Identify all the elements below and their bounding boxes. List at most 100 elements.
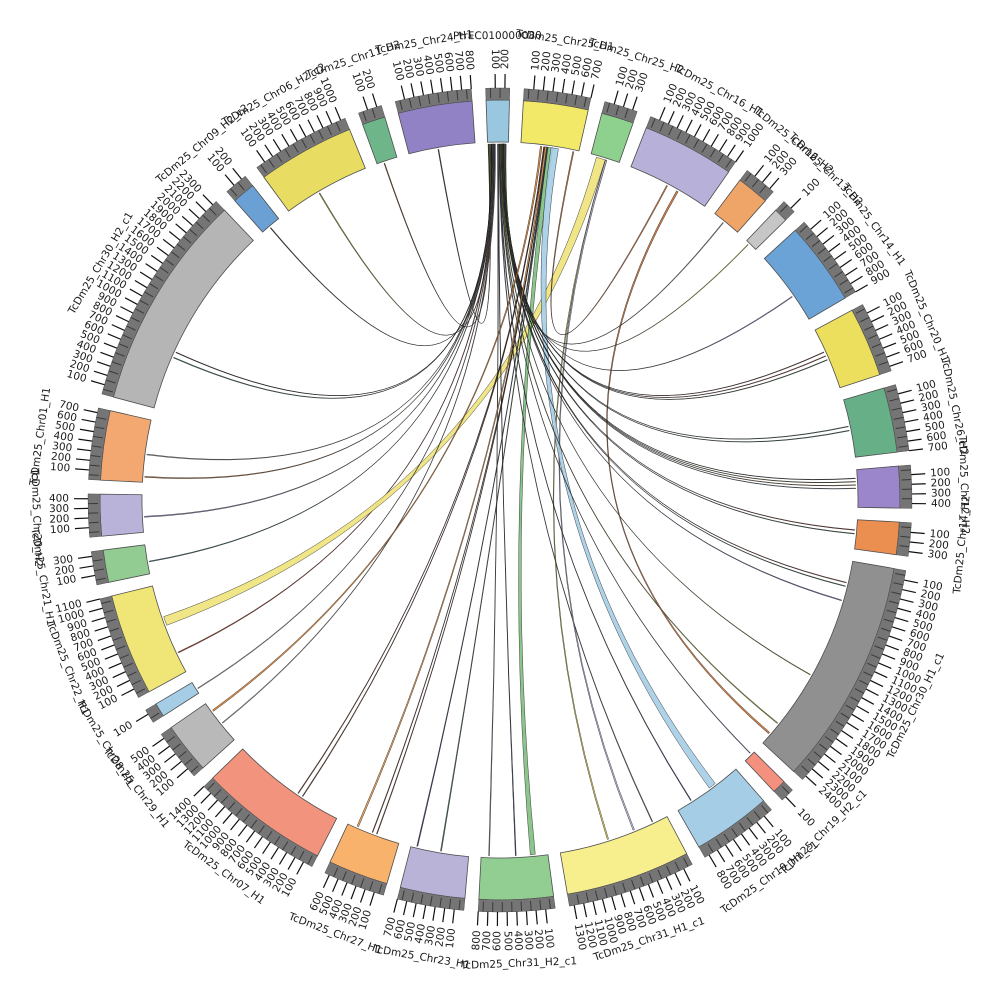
tick-label: 700 xyxy=(452,50,466,71)
tick-label: 100 xyxy=(800,176,823,199)
major-tick xyxy=(135,713,149,723)
tick-band-TcDm25_Chr07_H1 xyxy=(203,777,318,867)
minor-tick xyxy=(631,879,636,890)
major-tick xyxy=(270,847,279,860)
minor-tick xyxy=(840,712,850,719)
minor-tick xyxy=(537,89,540,100)
major-tick xyxy=(402,901,408,916)
ribbon-TcDm25_Chr30_H1_c1 xyxy=(606,190,771,734)
tick-label: 200 xyxy=(49,513,70,526)
tick-label: 500 xyxy=(569,55,584,77)
major-tick xyxy=(298,124,307,137)
minor-tick xyxy=(276,153,283,163)
tick-label: 100 xyxy=(112,719,135,740)
minor-tick xyxy=(576,894,580,905)
minor-tick xyxy=(206,782,215,791)
tick-label: 300 xyxy=(549,52,563,73)
major-tick xyxy=(96,361,111,367)
major-tick xyxy=(535,910,538,925)
tick-label: 200 xyxy=(623,68,640,91)
minor-tick xyxy=(184,758,193,766)
minor-tick xyxy=(112,636,123,641)
major-tick xyxy=(237,824,248,837)
minor-tick xyxy=(130,316,140,323)
tick-label: 300 xyxy=(927,548,948,562)
major-tick xyxy=(334,106,342,121)
tick-band-TcDm25_Chr16_H2 xyxy=(739,170,774,202)
major-tick xyxy=(316,115,324,129)
ribbon-TcDm25_Chr19_H2_c1 xyxy=(499,143,751,754)
minor-tick xyxy=(731,828,738,837)
ribbon-TcDm25_Chr23_H1 xyxy=(440,146,549,852)
minor-tick xyxy=(439,897,442,908)
major-tick xyxy=(748,827,759,840)
minor-tick xyxy=(101,600,112,605)
major-tick xyxy=(561,78,566,93)
major-tick xyxy=(75,458,90,461)
major-tick xyxy=(371,93,378,108)
tick-label: 300 xyxy=(522,930,535,951)
major-tick xyxy=(659,107,666,121)
tick-label: 200 xyxy=(433,926,448,947)
minor-tick xyxy=(92,559,103,562)
tick-label: 700 xyxy=(481,931,494,951)
minor-tick xyxy=(437,92,440,103)
minor-tick xyxy=(666,865,672,876)
segment-TcDm25_Chr25_H1 xyxy=(520,100,589,152)
minor-tick xyxy=(227,801,236,811)
major-tick xyxy=(891,626,906,632)
ribbon-TcDm25_Chr07_H1 xyxy=(297,146,545,794)
tick-label: 300 xyxy=(917,598,939,614)
tick-label: 400 xyxy=(922,409,944,425)
minor-tick xyxy=(693,138,700,149)
major-tick xyxy=(769,177,780,189)
segment-TcDm25_Chr28_H1 xyxy=(155,682,200,717)
minor-tick xyxy=(819,743,828,751)
major-tick xyxy=(256,150,266,163)
major-tick xyxy=(296,861,304,875)
ribbon-TcDm25_Chr19_H1_c1 xyxy=(540,147,716,789)
minor-tick xyxy=(887,388,897,393)
minor-tick xyxy=(835,720,845,727)
major-tick xyxy=(622,93,629,108)
ribbon-TcDm25_Chr14_H2 xyxy=(502,143,855,531)
major-tick xyxy=(856,705,870,714)
minor-tick xyxy=(94,426,105,430)
major-tick xyxy=(76,448,92,452)
major-tick xyxy=(432,906,436,921)
major-tick xyxy=(590,84,595,99)
minor-tick xyxy=(220,795,229,804)
tick-label: 800 xyxy=(470,930,483,951)
major-tick xyxy=(810,219,822,230)
minor-tick xyxy=(859,679,869,686)
minor-tick xyxy=(429,896,433,907)
minor-tick xyxy=(844,287,854,294)
ribbon-TcDm25_Chr31_H2_c1 xyxy=(497,143,517,856)
minor-tick xyxy=(683,857,689,867)
tick-label: 200 xyxy=(359,68,376,91)
major-tick xyxy=(253,836,263,849)
tick-label: 500 xyxy=(501,931,513,951)
major-tick xyxy=(878,662,892,669)
major-tick xyxy=(674,872,682,886)
tick-label: 100 xyxy=(55,573,77,588)
major-tick xyxy=(115,315,129,323)
major-tick xyxy=(871,315,885,323)
major-tick xyxy=(134,279,148,289)
minor-tick xyxy=(109,627,120,632)
major-tick xyxy=(910,531,925,535)
major-tick xyxy=(214,806,226,818)
minor-tick xyxy=(639,876,645,887)
minor-tick xyxy=(298,850,305,861)
minor-tick xyxy=(89,531,100,533)
tick-label: 100 xyxy=(65,368,88,385)
major-tick xyxy=(120,306,134,314)
major-tick xyxy=(97,635,112,642)
minor-tick xyxy=(150,712,160,719)
minor-tick xyxy=(824,736,834,743)
minor-tick xyxy=(674,861,680,872)
minor-tick xyxy=(817,247,827,255)
segment-label-PtrEC010000080: PtrEC010000080 xyxy=(453,30,542,42)
major-tick xyxy=(195,201,207,212)
minor-tick xyxy=(854,688,865,694)
